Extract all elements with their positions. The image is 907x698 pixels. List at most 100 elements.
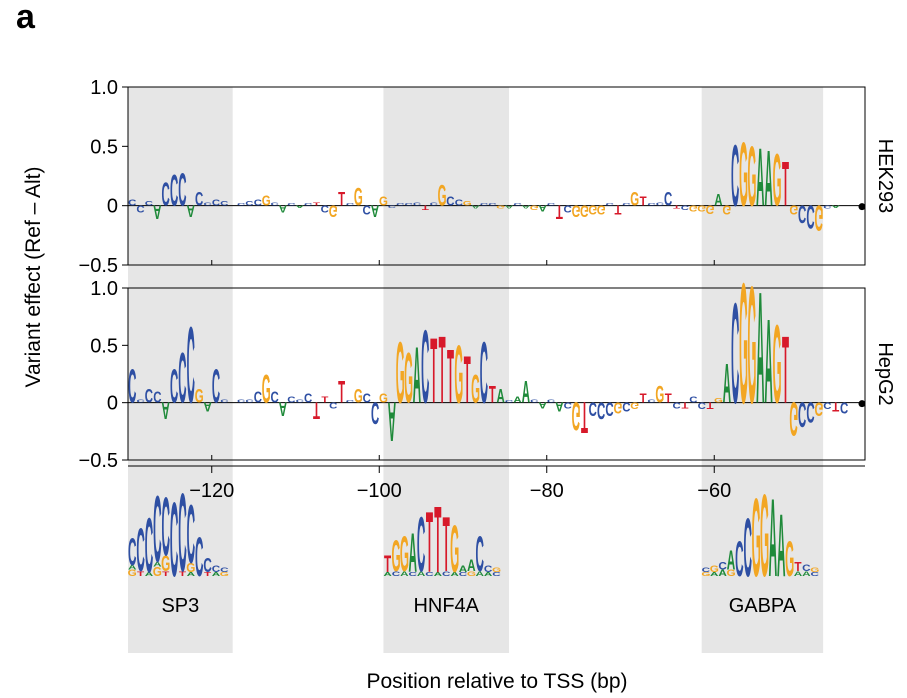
logo-letter-T: T: [422, 204, 429, 211]
logo-letter-T: T: [614, 202, 621, 217]
logo-letter-T: T: [447, 334, 454, 419]
logo-letter-T: T: [707, 400, 715, 411]
logo-letter-G: G: [588, 202, 597, 217]
motif-letter-G: G: [153, 564, 162, 579]
motif-letter-C: C: [492, 571, 501, 577]
motif-letter-G: G: [752, 475, 761, 600]
logo-letter-C: C: [530, 398, 539, 403]
panel-frame: [127, 287, 866, 461]
motif-label: HNF4A: [413, 595, 479, 617]
logo-letter-T: T: [640, 391, 648, 406]
logo-letter-C: C: [145, 387, 153, 408]
logo-letter-T: T: [439, 317, 446, 424]
motif-letter-C: C: [442, 570, 451, 578]
logo-letter-C: C: [254, 199, 262, 208]
logo-letter-C: C: [220, 200, 229, 207]
logo-letter-G: G: [773, 301, 782, 426]
x-tick-label: −80: [530, 480, 564, 502]
motif-letter-C: C: [128, 531, 136, 574]
logo-letter-G: G: [739, 124, 748, 225]
logo-letter-A: A: [538, 400, 546, 409]
y-tick-label: 0.5: [90, 136, 118, 158]
logo-letter-C: C: [245, 398, 254, 403]
logo-letter-C: C: [153, 388, 161, 406]
motif-letter-C: C: [178, 470, 186, 595]
logo-letter-C: C: [128, 199, 136, 208]
logo-letter-G: G: [722, 202, 731, 217]
motif-letter-G: G: [450, 514, 459, 588]
logo-letter-A: A: [162, 398, 171, 425]
logo-letter-C: C: [237, 203, 245, 207]
logo-letter-T: T: [313, 201, 321, 207]
logo-letter-G: G: [747, 253, 756, 439]
logo-letter-T: T: [338, 189, 345, 211]
logo-letter-C: C: [547, 398, 556, 403]
logo-letter-C: C: [421, 308, 429, 425]
x-tick-label: −60: [697, 480, 731, 502]
panel-label-hepg2: HepG2: [874, 342, 896, 405]
motif-letter-A: A: [187, 571, 196, 577]
logo-letter-A: A: [756, 259, 764, 437]
motif-letter-A: A: [794, 570, 803, 578]
logo-letter-G: G: [471, 367, 480, 412]
motif-letter-G: G: [400, 526, 409, 582]
motif-letter-G: G: [467, 570, 476, 578]
logo-letter-G: G: [814, 398, 823, 419]
motif-letter-A: A: [128, 564, 137, 572]
end-marker: [858, 203, 866, 211]
logo-letter-G: G: [773, 140, 782, 222]
logo-letter-G: G: [454, 327, 463, 421]
logo-letter-G: G: [379, 194, 388, 209]
logo-letter-C: C: [823, 205, 832, 211]
logo-letter-G: G: [689, 203, 698, 212]
logo-letter-C: C: [170, 166, 178, 215]
logo-letter-G: G: [580, 201, 589, 220]
logo-letter-C: C: [128, 361, 136, 413]
logo-letter-G: G: [655, 381, 664, 408]
logo-letter-G: G: [262, 367, 271, 412]
logo-letter-A: A: [522, 205, 531, 211]
motif-letter-G: G: [391, 532, 400, 581]
motif-letter-C: C: [802, 564, 811, 573]
logo-letter-G: G: [262, 192, 271, 209]
logo-letter-C: C: [806, 396, 814, 429]
logo-letter-G: G: [404, 338, 413, 418]
logo-letter-C: C: [513, 203, 521, 207]
y-tick-label: 0.5: [90, 335, 118, 357]
logo-letter-C: C: [597, 398, 605, 425]
logo-letter-C: C: [212, 361, 220, 413]
logo-letter-C: C: [823, 400, 832, 411]
motif-letter-A: A: [153, 561, 162, 569]
motif-letter-G: G: [760, 470, 769, 601]
logo-letter-G: G: [329, 201, 338, 220]
logo-letter-G: G: [572, 393, 581, 438]
x-axis-label: Position relative to TSS (bp): [366, 670, 627, 693]
logo-letter-C: C: [195, 189, 203, 211]
logo-letter-A: A: [723, 353, 731, 415]
logo-letter-C: C: [329, 400, 337, 409]
logo-letter-C: C: [371, 395, 379, 431]
logo-letter-T: T: [581, 393, 588, 442]
logo-letter-C: C: [162, 178, 170, 214]
motif-letter-C: C: [145, 502, 153, 589]
logo-letter-T: T: [832, 400, 840, 415]
motif-letter-C: C: [476, 526, 484, 582]
logo-letter-A: A: [279, 203, 288, 214]
logo-letter-C: C: [136, 203, 145, 214]
logo-letter-C: C: [270, 201, 279, 207]
logo-letter-G: G: [438, 179, 447, 212]
logo-letter-C: C: [480, 203, 488, 207]
logo-letter-C: C: [622, 400, 631, 415]
logo-letter-C: C: [388, 205, 396, 209]
motif-letter-T: T: [204, 571, 212, 577]
logo-letter-C: C: [404, 203, 412, 207]
y-tick-label: 0: [107, 393, 118, 415]
motif-letter-C: C: [195, 526, 203, 588]
logo-letter-C: C: [798, 395, 806, 435]
logo-letter-A: A: [765, 134, 773, 222]
motif-letter-C: C: [735, 531, 743, 587]
motif-label: SP3: [161, 595, 199, 617]
